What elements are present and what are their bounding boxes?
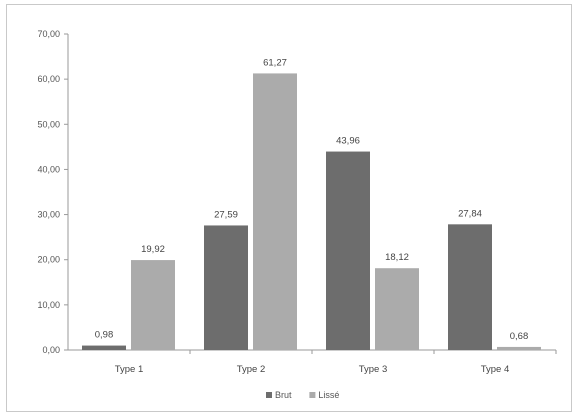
bar-lissé-type-3 (375, 268, 419, 350)
data-label: 18,12 (385, 252, 409, 263)
y-tick-label: 60,00 (37, 74, 60, 84)
data-label: 27,84 (458, 208, 482, 219)
y-tick-label: 40,00 (37, 164, 60, 174)
y-tick-label: 10,00 (37, 300, 60, 310)
bar-brut-type-2 (204, 225, 248, 350)
x-tick-label: Type 3 (359, 364, 388, 375)
y-tick-label: 70,00 (37, 29, 60, 39)
data-label: 19,92 (141, 244, 165, 255)
legend-label: Brut (275, 390, 292, 400)
data-label: 27,59 (214, 209, 238, 220)
bar-brut-type-1 (82, 345, 126, 350)
data-label: 0,68 (510, 331, 529, 342)
y-tick-label: 50,00 (37, 119, 60, 129)
legend-swatch (309, 392, 316, 398)
x-tick-label: Type 4 (481, 364, 510, 375)
x-tick-label: Type 1 (115, 364, 144, 375)
y-tick-label: 20,00 (37, 255, 60, 265)
legend-swatch (266, 392, 272, 398)
legend-label: Lissé (318, 390, 339, 400)
x-tick-label: Type 2 (237, 364, 266, 375)
data-label: 43,96 (336, 136, 360, 147)
bar-lissé-type-4 (497, 346, 541, 350)
bar-lissé-type-1 (131, 260, 175, 350)
data-label: 0,98 (95, 330, 114, 341)
bar-brut-type-3 (326, 151, 370, 350)
bar-brut-type-4 (448, 224, 492, 350)
y-tick-label: 0,00 (42, 345, 60, 355)
bar-lissé-type-2 (253, 73, 297, 350)
y-tick-label: 30,00 (37, 210, 60, 220)
data-label: 61,27 (263, 57, 287, 68)
